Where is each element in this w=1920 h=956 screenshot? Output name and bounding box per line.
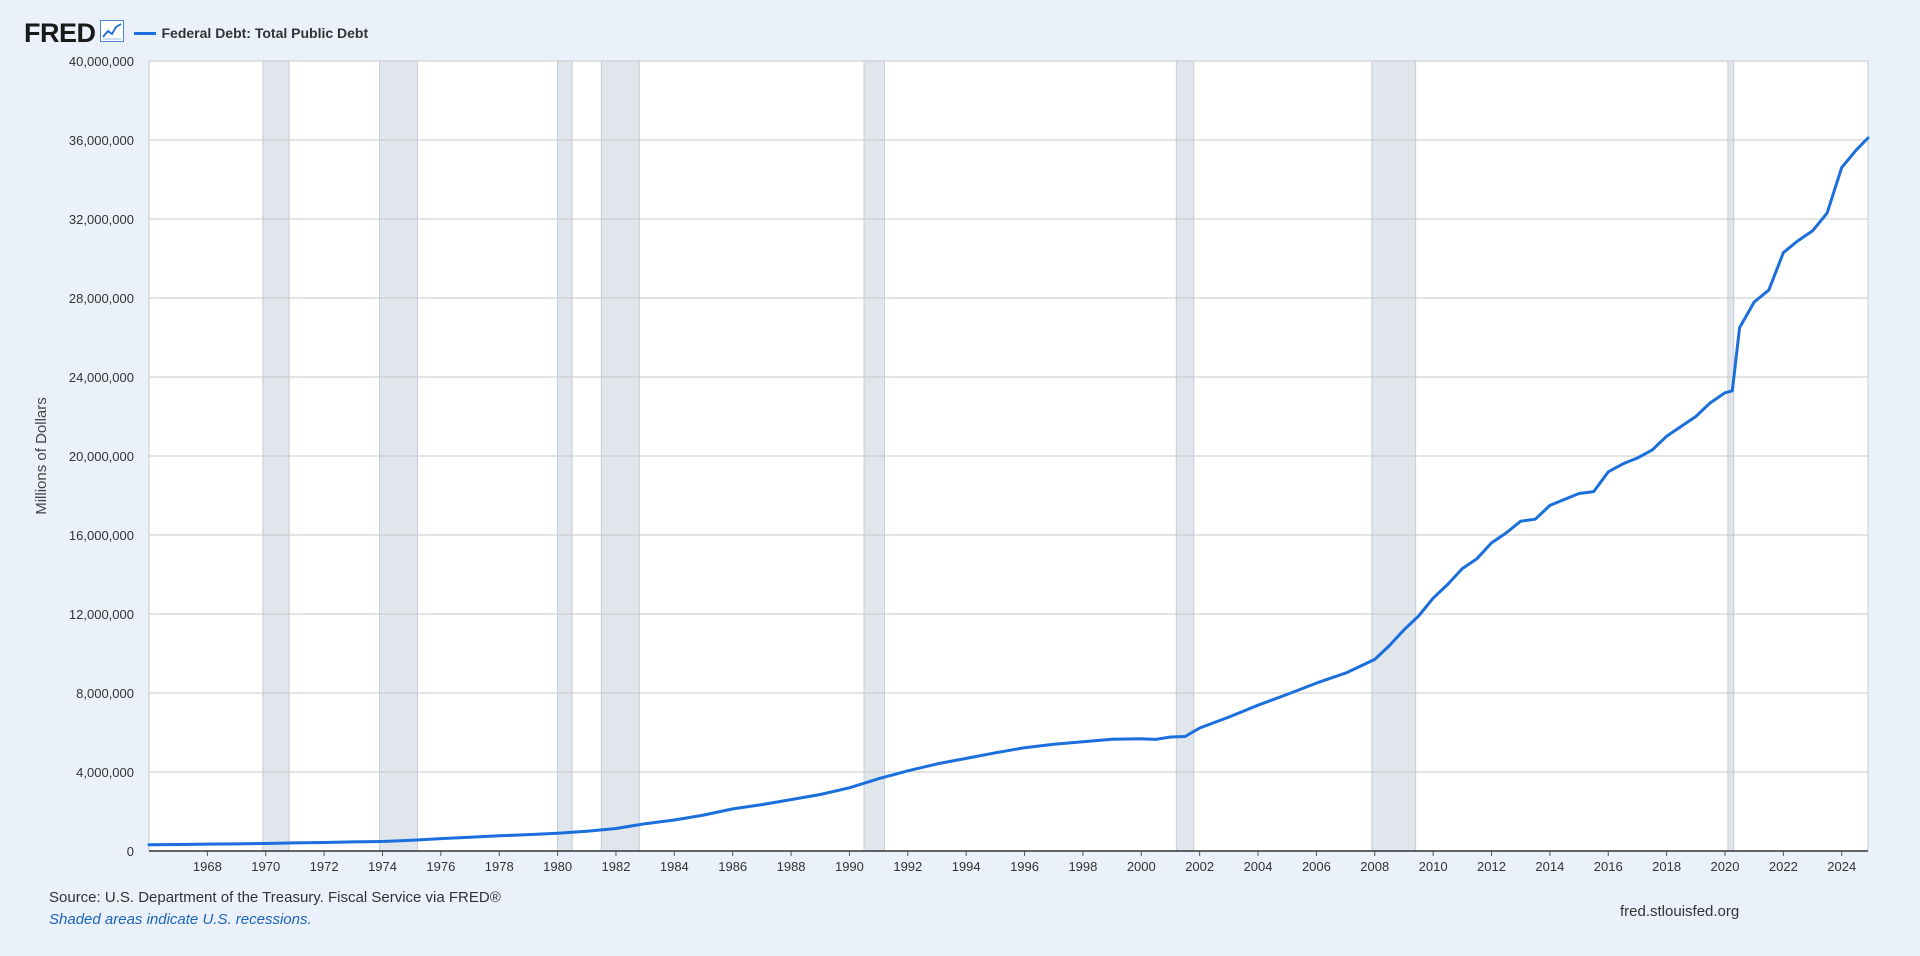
recession-note[interactable]: Shaded areas indicate U.S. recessions. bbox=[49, 911, 312, 928]
x-tick-label: 2006 bbox=[1302, 859, 1331, 874]
x-tick-label: 2010 bbox=[1419, 859, 1448, 874]
x-tick-label: 1988 bbox=[777, 859, 806, 874]
x-tick-label: 1986 bbox=[718, 859, 747, 874]
chart-header: FRED Federal Debt: Total Public Debt bbox=[24, 18, 368, 48]
series-line bbox=[147, 136, 1870, 847]
fred-logo[interactable]: FRED bbox=[24, 17, 96, 48]
x-tick-label: 1994 bbox=[952, 859, 981, 874]
x-tick-label: 1980 bbox=[543, 859, 572, 874]
y-tick-label: 40,000,000 bbox=[69, 54, 134, 69]
x-tick-label: 2022 bbox=[1769, 859, 1798, 874]
y-tick-label: 32,000,000 bbox=[69, 212, 134, 227]
y-tick-label: 20,000,000 bbox=[69, 449, 134, 464]
x-tick-label: 1976 bbox=[426, 859, 455, 874]
y-tick-label: 24,000,000 bbox=[69, 370, 134, 385]
y-axis-label: Millions of Dollars bbox=[33, 397, 50, 515]
x-tick-label: 2016 bbox=[1594, 859, 1623, 874]
x-tick-label: 2002 bbox=[1185, 859, 1214, 874]
x-tick-label: 1998 bbox=[1068, 859, 1097, 874]
series-layer bbox=[147, 136, 1870, 847]
gridlines bbox=[148, 60, 1869, 851]
y-tick-label: 28,000,000 bbox=[69, 291, 134, 306]
y-tick-label: 16,000,000 bbox=[69, 528, 134, 543]
x-tick-label: 1992 bbox=[893, 859, 922, 874]
x-tick-label: 2012 bbox=[1477, 859, 1506, 874]
x-tick-label: 1968 bbox=[193, 859, 222, 874]
legend: Federal Debt: Total Public Debt bbox=[133, 25, 369, 41]
x-tick-label: 1990 bbox=[835, 859, 864, 874]
y-axis-ticks: 0 4,000,000 8,000,000 12,000,000 16,000,000 2… bbox=[69, 54, 134, 859]
legend-label: Federal Debt: Total Public Debt bbox=[161, 25, 369, 41]
x-tick-label: 1970 bbox=[251, 859, 280, 874]
y-tick-label: 4,000,000 bbox=[76, 765, 134, 780]
y-tick-label: 36,000,000 bbox=[69, 133, 134, 148]
x-tick-label: 2018 bbox=[1652, 859, 1681, 874]
x-tick-label: 2024 bbox=[1827, 859, 1856, 874]
x-tick-label: 1974 bbox=[368, 859, 397, 874]
x-axis-ticks: 1968 1970 1972 1974 1976 1978 1980 1982 1984 1986… bbox=[193, 851, 1856, 874]
x-tick-label: 1996 bbox=[1010, 859, 1039, 874]
x-tick-label: 1984 bbox=[660, 859, 689, 874]
y-tick-label: 8,000,000 bbox=[76, 686, 134, 701]
site-url[interactable]: fred.stlouisfed.org bbox=[1620, 903, 1740, 920]
x-tick-label: 1972 bbox=[310, 859, 339, 874]
line-chart-icon bbox=[99, 19, 124, 47]
x-tick-label: 2020 bbox=[1711, 859, 1740, 874]
x-tick-label: 1978 bbox=[485, 859, 514, 874]
y-tick-label: 12,000,000 bbox=[69, 607, 134, 622]
legend-swatch bbox=[133, 31, 156, 35]
x-tick-label: 1982 bbox=[602, 859, 631, 874]
x-tick-label: 2014 bbox=[1535, 859, 1564, 874]
x-tick-label: 2000 bbox=[1127, 859, 1156, 874]
x-tick-label: 2004 bbox=[1244, 859, 1273, 874]
source-note: Source: U.S. Department of the Treasury.… bbox=[49, 889, 501, 906]
x-tick-label: 2008 bbox=[1360, 859, 1389, 874]
y-tick-label: 0 bbox=[127, 844, 134, 859]
